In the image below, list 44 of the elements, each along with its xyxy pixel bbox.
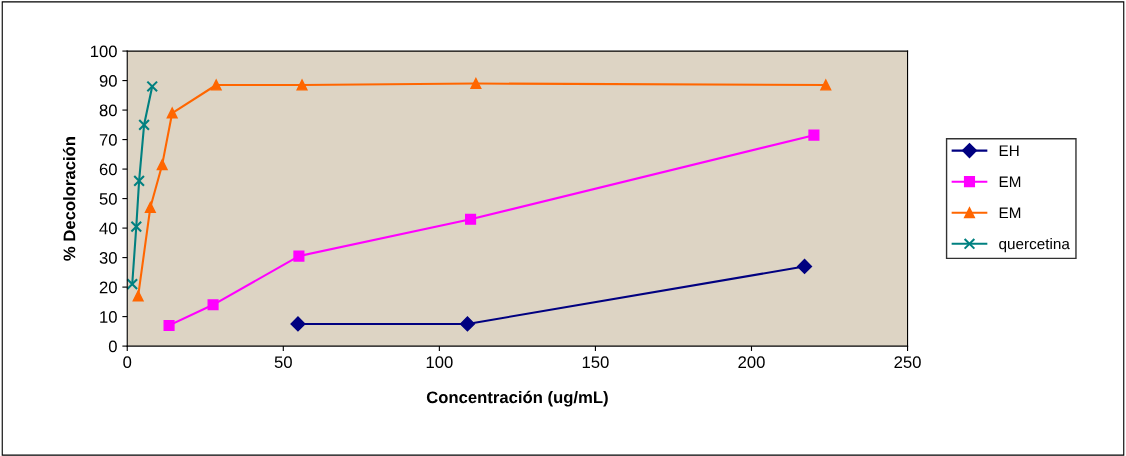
x-tick-label: 150 bbox=[582, 356, 609, 369]
legend-label: EM bbox=[999, 176, 1021, 188]
point bbox=[166, 107, 178, 119]
point bbox=[210, 79, 222, 91]
y-tick-label: 80 bbox=[99, 104, 117, 117]
point bbox=[470, 77, 482, 90]
point bbox=[156, 159, 168, 171]
y-tick-label: 0 bbox=[108, 340, 117, 353]
point bbox=[290, 316, 306, 332]
y-tick-label: 20 bbox=[99, 281, 117, 294]
point bbox=[465, 213, 477, 225]
point bbox=[808, 129, 820, 141]
x-tick-label: 100 bbox=[426, 356, 453, 369]
point bbox=[459, 316, 476, 332]
point bbox=[126, 278, 139, 291]
x-tick-label: 250 bbox=[894, 356, 921, 369]
x-tick-label: 0 bbox=[123, 356, 132, 369]
point bbox=[146, 80, 159, 93]
point bbox=[293, 250, 305, 262]
x-tick-label: 50 bbox=[274, 356, 292, 369]
point bbox=[132, 290, 144, 302]
point bbox=[138, 118, 150, 131]
point bbox=[163, 319, 175, 332]
point bbox=[207, 299, 219, 311]
y-tick-label: 90 bbox=[99, 74, 117, 87]
y-tick-label: 10 bbox=[100, 311, 117, 323]
point bbox=[144, 201, 156, 213]
point bbox=[130, 220, 143, 233]
y-tick-label: 50 bbox=[99, 192, 117, 205]
y-tick-label: 100 bbox=[90, 45, 117, 58]
point bbox=[796, 258, 813, 275]
point bbox=[133, 174, 145, 187]
x-tick-label: 200 bbox=[738, 356, 765, 369]
y-tick-label: 70 bbox=[99, 133, 117, 146]
x-axis-title: Concentración (ug/mL) bbox=[426, 390, 608, 407]
point bbox=[296, 79, 308, 91]
legend-label: quercetina bbox=[999, 238, 1070, 253]
y-tick-label: 40 bbox=[99, 222, 117, 235]
y-tick-label: 60 bbox=[99, 163, 117, 176]
legend-label: EH bbox=[999, 145, 1019, 156]
point bbox=[820, 79, 832, 91]
legend-label: EM bbox=[999, 207, 1021, 219]
y-tick-label: 30 bbox=[99, 252, 117, 264]
y-axis-title: % Decoloración bbox=[62, 137, 76, 261]
